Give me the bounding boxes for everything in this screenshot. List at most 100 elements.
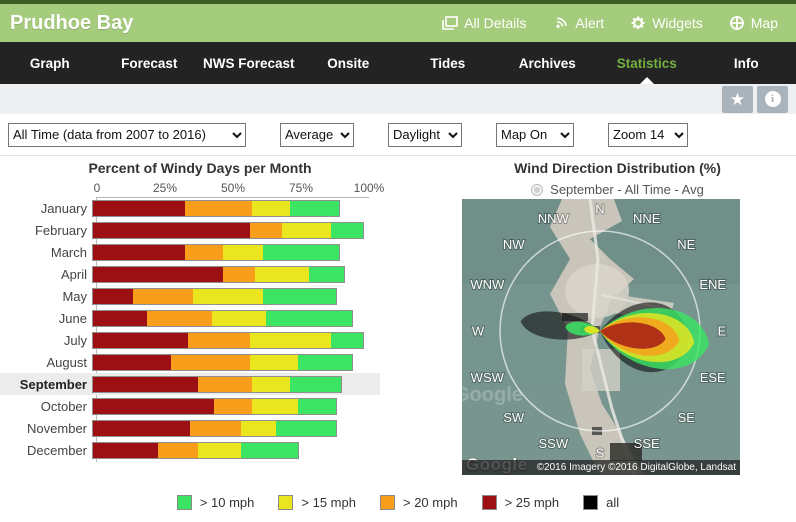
bar-row-october: October: [0, 395, 380, 417]
bar-row-july: July: [0, 329, 380, 351]
bar-segment: [93, 266, 223, 282]
bar-row-december: December: [0, 439, 380, 461]
bar-fill: [92, 243, 340, 261]
all-details-button[interactable]: All Details: [442, 15, 526, 31]
month-label: April: [60, 266, 87, 282]
legend-label: > 15 mph: [301, 494, 356, 510]
rose-series-radio[interactable]: [531, 183, 544, 196]
bar-track: [92, 287, 364, 305]
layers-icon: [442, 16, 458, 30]
bar-row-august: August: [0, 351, 380, 373]
tab-graph[interactable]: Graph: [29, 55, 70, 71]
tab-statistics[interactable]: Statistics: [597, 42, 697, 84]
tab-tides[interactable]: Tides: [430, 55, 466, 71]
legend-item: > 10 mph: [176, 494, 254, 510]
station-title: Prudhoe Bay: [10, 11, 134, 34]
x-tick: 100%: [353, 181, 385, 195]
wind-rose-overlay: Google N NNE NE ENE E ESE SE SSE S SSW SW WSW W WNW NW…: [462, 199, 740, 475]
month-label: May: [62, 288, 87, 304]
x-tick: 50%: [220, 181, 246, 195]
compass-label-N: N: [595, 202, 604, 217]
bar-chart-plot: January February March April May June July Augu…: [0, 197, 400, 462]
bar-track: [92, 353, 364, 371]
tab-onsite[interactable]: Onsite: [327, 55, 370, 71]
bar-fill: [92, 331, 364, 349]
favorite-button[interactable]: ★: [722, 85, 753, 113]
satellite-map[interactable]: Google N NNE NE ENE E ESE SE SSE S SSW SW WSW W WNW NW…: [462, 199, 740, 475]
windy-days-chart: Percent of Windy Days per Month 0 25% 50% 7…: [0, 156, 400, 462]
month-label: August: [46, 354, 87, 370]
map-watermark: Google: [462, 384, 523, 406]
tab-forecast[interactable]: Forecast: [121, 55, 178, 71]
bar-segment: [93, 222, 250, 238]
legend-label: > 20 mph: [402, 494, 458, 510]
bar-fill: [92, 199, 340, 217]
legend-swatch: [583, 494, 599, 510]
zoom-level-select[interactable]: Zoom 14: [608, 122, 688, 147]
map-button[interactable]: Map: [729, 15, 778, 31]
legend-item: > 15 mph: [278, 494, 356, 510]
info-button[interactable]: i: [757, 85, 788, 113]
month-label: March: [50, 244, 87, 260]
month-label: June: [58, 310, 87, 326]
map-attribution: ©2016 Imagery ©2016 DigitalGlobe, Landsa…: [462, 460, 740, 475]
tab-nws-forecast[interactable]: NWS Forecast: [202, 55, 295, 71]
alert-signal-icon: [552, 16, 569, 31]
header-actions: All Details Alert Widgets Map: [442, 15, 786, 31]
bar-track: [92, 309, 364, 327]
bar-fill: [92, 375, 343, 393]
map-label: Map: [750, 15, 778, 31]
legend-swatch: [176, 494, 192, 510]
rose-series-label: September - All Time - Avg: [550, 182, 704, 197]
compass-label-W: W: [472, 324, 485, 339]
widgets-label: Widgets: [652, 15, 703, 31]
tab-info[interactable]: Info: [733, 55, 759, 71]
land-mass: [550, 199, 644, 475]
rose-petal-E: [600, 322, 666, 349]
x-tick: 25%: [152, 181, 178, 195]
bar-segment: [93, 332, 188, 348]
time-range-select[interactable]: All Time (data from 2007 to 2016): [8, 122, 246, 147]
bar-segment: [93, 200, 185, 216]
tab-archives[interactable]: Archives: [518, 55, 576, 71]
bar-fill: [92, 287, 337, 305]
bar-track: [92, 441, 364, 459]
chart-legend: > 10 mph > 15 mph > 20 mph > 25 mph all: [0, 490, 796, 514]
legend-swatch: [379, 494, 395, 510]
bar-row-april: April: [0, 263, 380, 285]
month-label: November: [27, 420, 87, 436]
aggregation-select[interactable]: Average: [280, 122, 354, 147]
bar-segment: [93, 442, 158, 458]
compass-label-NNW: NNW: [538, 211, 570, 226]
month-label: July: [63, 332, 87, 348]
bar-track: [92, 199, 364, 217]
widgets-button[interactable]: Widgets: [630, 15, 703, 31]
info-icon: i: [764, 91, 781, 107]
daypart-select[interactable]: Daylight: [388, 122, 462, 147]
month-label: January: [40, 200, 87, 216]
map-toggle-select[interactable]: Map On: [496, 122, 574, 147]
bar-row-february: February: [0, 219, 380, 241]
bar-segment: [93, 310, 147, 326]
bar-fill: [92, 309, 354, 327]
legend-swatch: [481, 494, 497, 510]
compass-label-NW: NW: [503, 237, 525, 252]
alert-button[interactable]: Alert: [552, 15, 604, 31]
bar-segment: [93, 420, 191, 436]
month-label: February: [34, 222, 87, 238]
bar-fill: [92, 221, 364, 239]
toolbar-strip: ★ i: [0, 84, 796, 114]
gear-icon: [630, 15, 646, 31]
bar-fill: [92, 397, 337, 415]
bar-track: [92, 265, 364, 283]
compass-labels: N NNE NE ENE E ESE SE SSE S SSW SW WSW W WNW NW NNW: [469, 201, 727, 462]
compass-label-NE: NE: [677, 237, 695, 252]
bar-segment: [93, 398, 215, 414]
compass-label-E: E: [718, 324, 727, 339]
bar-fill: [92, 265, 345, 283]
alert-label: Alert: [575, 15, 605, 31]
bar-fill: [92, 441, 299, 459]
plot-y-axis: [96, 197, 97, 462]
bar-track: [92, 375, 364, 393]
